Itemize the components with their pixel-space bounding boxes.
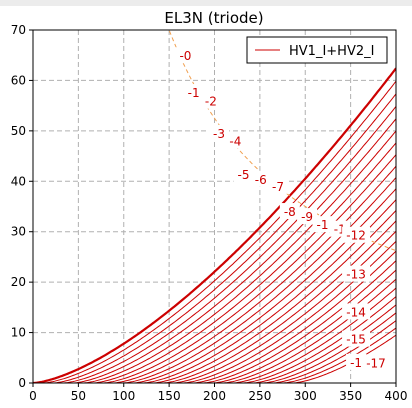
curve-label-background [175, 47, 196, 64]
x-tick-label: 150 [158, 389, 181, 403]
top-strip [0, 0, 412, 6]
anode-curve [33, 240, 396, 383]
curve-label-background [342, 330, 371, 347]
curve-label: -13 [346, 268, 366, 282]
anode-curve [33, 220, 396, 383]
curve-label-background [279, 203, 300, 220]
y-tick-label: 40 [11, 174, 26, 188]
anode-curve [33, 320, 396, 383]
curve-label-background [200, 92, 221, 109]
curve-label: -0 [179, 49, 191, 63]
curve-label: -9 [301, 210, 313, 224]
x-tick-label: 300 [294, 389, 317, 403]
curve-label-background [209, 124, 230, 141]
anode-curve [33, 199, 396, 383]
x-tick-label: 350 [339, 389, 362, 403]
anode-curve [33, 287, 396, 383]
curve-label: -12 [346, 229, 366, 243]
anode-curve [33, 334, 396, 383]
anode-curve [33, 312, 396, 383]
curve-label: -15 [346, 333, 366, 347]
x-tick-label: 100 [112, 389, 135, 403]
y-tick-label: 50 [11, 124, 26, 138]
curve-label: -1 [317, 218, 329, 232]
curve-label-background [233, 166, 254, 183]
curve-label: -7 [272, 180, 284, 194]
curve-label-background [268, 177, 289, 194]
anode-curve [33, 327, 396, 383]
curve-label: -1 [350, 356, 362, 370]
x-tick-label: 400 [385, 389, 408, 403]
x-tick-label: 250 [248, 389, 271, 403]
curve-label: -3 [213, 127, 225, 141]
anode-curve [33, 296, 396, 383]
curve-label: -1 [334, 223, 346, 237]
curve-label-background [225, 132, 246, 149]
anode-curve [33, 93, 396, 383]
anode-curve [33, 106, 396, 383]
curve-label-background [346, 353, 367, 370]
y-tick-label: 20 [11, 275, 26, 289]
curve-label: -2 [205, 95, 217, 109]
curve-label-background [250, 170, 271, 187]
curve-label: -17 [366, 356, 386, 370]
curve-label: -14 [346, 305, 366, 319]
curve-label-background [183, 84, 204, 101]
x-tick-label: 0 [29, 389, 37, 403]
curve-label: -5 [238, 168, 250, 182]
anode-curve [33, 278, 396, 383]
x-tick-label: 200 [203, 389, 226, 403]
legend-entry: HV1_I+HV2_I [289, 44, 374, 59]
curve-label: -8 [284, 205, 296, 219]
grid-lines [33, 30, 396, 383]
curve-labels: -0-1-2-3-4-5 -6-7-8 -9-1 -1 -12-13-14-15-1 -1… [175, 47, 391, 371]
anode-curve [33, 80, 396, 383]
anode-curve [33, 210, 396, 383]
chart-title: EL3N (triode) [164, 9, 263, 27]
curve-label-background [312, 216, 333, 233]
axis-ticks: 0 50 100 150 200 250 300 350 400 0 10 20 30 40 50 60 70 [11, 23, 408, 403]
anode-curve [33, 260, 396, 383]
curve-label: -4 [229, 134, 241, 148]
y-tick-label: 70 [11, 23, 26, 37]
y-tick-label: 30 [11, 225, 26, 239]
y-tick-label: 60 [11, 73, 26, 87]
legend: HV1_I+HV2_I [246, 36, 388, 64]
anode-curve [33, 188, 396, 383]
anode-curve-bold [33, 67, 396, 383]
curve-label-background [342, 303, 371, 320]
anode-curve [33, 130, 396, 383]
curve-label: -6 [255, 173, 267, 187]
curve-label: -1 [188, 86, 200, 100]
anode-curve [33, 177, 396, 383]
anode-curve [33, 230, 396, 383]
curve-label-background [342, 265, 371, 282]
curve-label-background [342, 226, 371, 243]
y-tick-label: 10 [11, 326, 26, 340]
x-tick-label: 50 [71, 389, 86, 403]
y-tick-label: 0 [18, 376, 26, 390]
curve-label-background [297, 208, 318, 225]
anode-curve [33, 118, 396, 383]
anode-curve [33, 304, 396, 383]
anode-curve [33, 250, 396, 383]
curve-label-background [362, 354, 391, 371]
